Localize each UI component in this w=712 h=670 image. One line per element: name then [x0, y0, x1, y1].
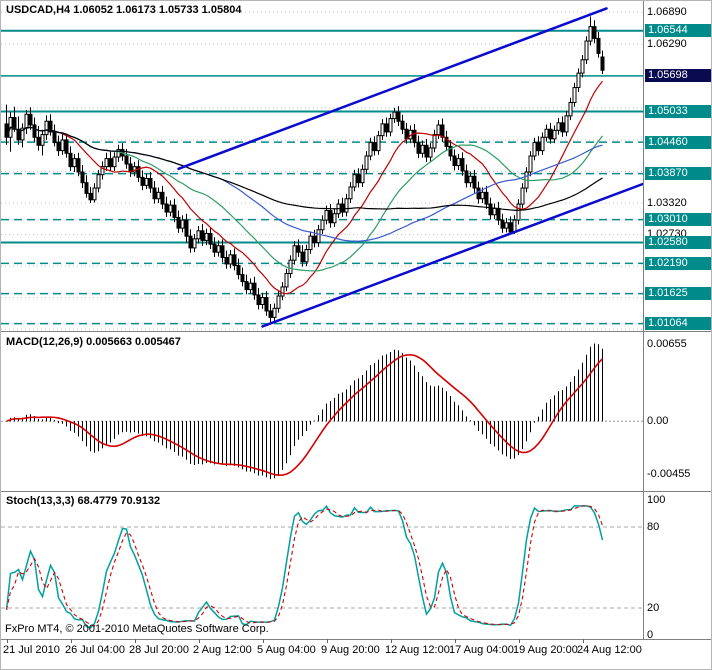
time-axis[interactable]: 21 Jul 2010 26 Jul 04:00 28 Jul 20:00 2 Aug…: [1, 639, 711, 669]
time-label: 19 Aug 20:00: [513, 644, 578, 656]
time-tick: [519, 639, 520, 643]
copyright-text: FxPro MT4, © 2001-2010 MetaQuotes Softwa…: [5, 623, 269, 635]
stoch-values: 68.4779 70.9132: [77, 495, 161, 507]
stoch-title: Stoch(13,3,3) 68.4779 70.9132: [6, 495, 160, 507]
time-tick: [199, 639, 200, 643]
level-price-label: 1.02580: [645, 236, 711, 249]
stoch-panel-divider[interactable]: [1, 491, 711, 492]
stoch-scale-label: 80: [647, 521, 660, 533]
price-label: 1.06290: [647, 38, 687, 50]
time-tick: [583, 639, 584, 643]
macd-title: MACD(12,26,9) 0.005663 0.005467: [6, 336, 181, 348]
level-lines: [1, 29, 643, 325]
trend-channel: [177, 7, 643, 328]
time-label: 17 Aug 04:00: [449, 644, 514, 656]
macd-values: 0.005663 0.005467: [86, 336, 181, 348]
macd-label: MACD(12,26,9): [6, 336, 84, 348]
time-tick: [135, 639, 136, 643]
time-label: 21 Jul 2010: [3, 644, 60, 656]
stoch-scale-label: 20: [647, 602, 660, 614]
time-label: 12 Aug 12:00: [385, 644, 450, 656]
grid-lines: [1, 11, 643, 330]
stoch-label: Stoch(13,3,3): [6, 495, 75, 507]
time-tick: [71, 639, 72, 643]
time-label: 26 Jul 04:00: [65, 644, 125, 656]
macd-panel-divider[interactable]: [1, 331, 711, 332]
time-label: 28 Jul 20:00: [129, 644, 189, 656]
stoch-levels: [1, 526, 643, 609]
time-tick: [7, 639, 8, 643]
level-price-label: 1.04460: [645, 136, 711, 149]
price-axis-border: [643, 1, 644, 639]
moving-averages: [5, 80, 603, 295]
level-price-label: 1.05033: [645, 105, 711, 118]
price-label: 1.03320: [647, 197, 687, 209]
time-tick: [391, 639, 392, 643]
ma-red: [5, 80, 603, 295]
level-price-label: 1.01625: [645, 287, 711, 300]
time-tick: [455, 639, 456, 643]
level-price-label: 1.03010: [645, 213, 711, 226]
current-price-label: 1.05698: [645, 69, 711, 82]
macd-histogram: [1, 343, 643, 480]
macd-signal-line: [6, 353, 604, 477]
time-tick: [263, 639, 264, 643]
level-price-label: 1.03870: [645, 167, 711, 180]
time-label: 5 Aug 04:00: [257, 644, 316, 656]
chart-plot-area[interactable]: [1, 1, 643, 639]
chart-title: USDCAD,H4 1.06052 1.06173 1.05733 1.0580…: [6, 4, 242, 16]
stoch-scale-label: 0: [647, 629, 654, 641]
time-tick: [327, 639, 328, 643]
time-label: 9 Aug 20:00: [321, 644, 380, 656]
macd-scale-label: 0.00655: [647, 338, 687, 350]
stoch-scale-label: 100: [647, 494, 666, 506]
price-label: 1.06890: [647, 6, 687, 18]
candles: [4, 16, 605, 324]
time-label: 2 Aug 12:00: [193, 644, 252, 656]
macd-scale-label: 0.00: [647, 415, 669, 427]
ma-black: [5, 126, 603, 211]
price-axis[interactable]: 1.06890 1.06290 1.03320 1.02730 1.06544 1.050…: [644, 1, 711, 331]
stoch-lines: [5, 505, 604, 629]
time-label: 24 Aug 12:00: [577, 644, 642, 656]
stoch-axis[interactable]: 100 80 20 0: [644, 492, 711, 641]
time-axis-border: [1, 639, 711, 640]
level-price-label: 1.01064: [645, 317, 711, 330]
level-price-label: 1.02190: [645, 257, 711, 270]
macd-scale-label: -0.00455: [647, 468, 691, 480]
level-price-label: 1.06544: [645, 24, 711, 37]
macd-axis[interactable]: 0.00655 0.00 -0.00455: [644, 332, 711, 491]
